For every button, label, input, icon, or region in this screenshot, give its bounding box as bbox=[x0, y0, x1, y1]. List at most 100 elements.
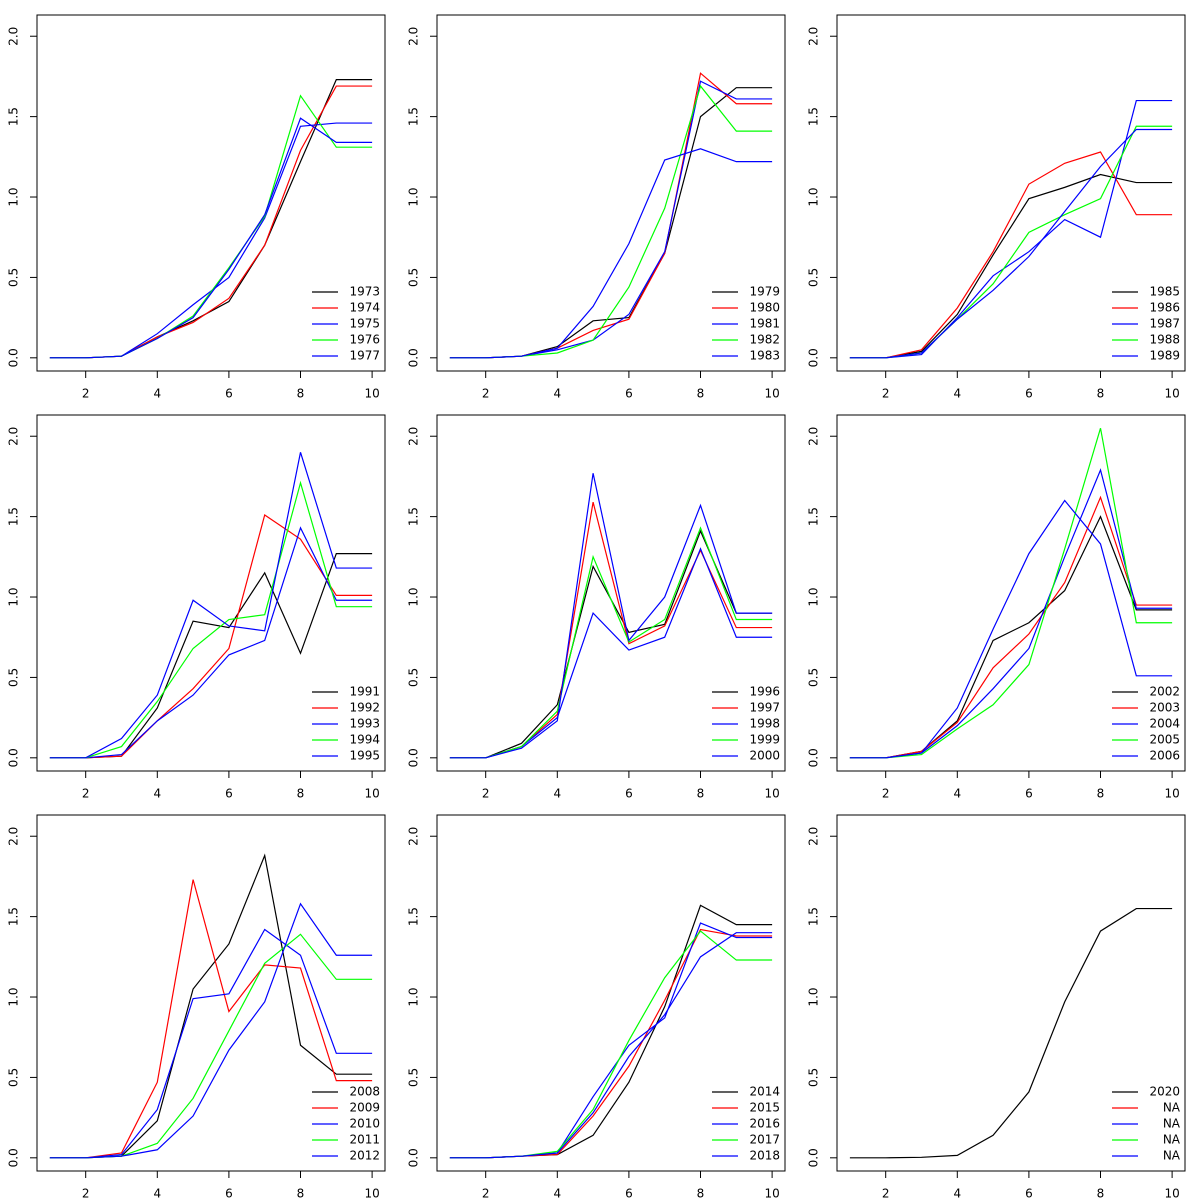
y-tick-label: 0.0 bbox=[407, 1148, 421, 1167]
legend-label: 1980 bbox=[749, 301, 780, 315]
series-line bbox=[849, 99, 1173, 359]
x-tick-label: 2 bbox=[482, 787, 490, 801]
y-tick-label: 1.0 bbox=[7, 987, 21, 1006]
x-tick-label: 4 bbox=[153, 787, 161, 801]
legend-label: 2016 bbox=[749, 1117, 780, 1131]
y-tick-label: 0.0 bbox=[807, 748, 821, 767]
x-tick-label: 2 bbox=[482, 1187, 490, 1200]
x-tick-label: 10 bbox=[764, 387, 779, 401]
y-tick-label: 1.0 bbox=[407, 587, 421, 606]
plot-frame bbox=[836, 814, 1186, 1172]
y-tick-label: 2.0 bbox=[7, 427, 21, 446]
series-line bbox=[49, 514, 373, 759]
y-tick-label: 1.0 bbox=[807, 187, 821, 206]
series-line bbox=[49, 879, 373, 1159]
legend-label: 2012 bbox=[349, 1149, 380, 1163]
legend-label: NA bbox=[1163, 1133, 1181, 1147]
x-tick-label: 10 bbox=[1164, 387, 1179, 401]
plot-frame bbox=[836, 14, 1186, 372]
legend-label: 2006 bbox=[1149, 749, 1180, 763]
series-line bbox=[49, 85, 373, 359]
series-line bbox=[449, 922, 773, 1159]
y-tick-label: 0.0 bbox=[807, 348, 821, 367]
legend-label: 2015 bbox=[749, 1101, 780, 1115]
y-tick-label: 2.0 bbox=[407, 827, 421, 846]
plot-frame bbox=[36, 14, 386, 372]
x-tick-label: 6 bbox=[625, 1187, 633, 1200]
legend-label: 2008 bbox=[349, 1085, 380, 1099]
y-tick-label: 1.5 bbox=[807, 507, 821, 526]
series-line bbox=[49, 902, 373, 1159]
y-tick-label: 1.5 bbox=[7, 107, 21, 126]
y-tick-label: 1.0 bbox=[807, 587, 821, 606]
legend-label: 1991 bbox=[349, 685, 380, 699]
y-tick-label: 0.5 bbox=[807, 268, 821, 287]
y-tick-label: 0.5 bbox=[7, 668, 21, 687]
series-line bbox=[849, 907, 1173, 1159]
legend-label: 2010 bbox=[349, 1117, 380, 1131]
x-tick-label: 8 bbox=[297, 1187, 305, 1200]
legend-label: 1977 bbox=[349, 349, 380, 363]
legend-label: 2009 bbox=[349, 1101, 380, 1115]
series-line bbox=[849, 468, 1173, 759]
x-tick-label: 10 bbox=[1164, 787, 1179, 801]
x-tick-label: 8 bbox=[297, 387, 305, 401]
legend-label: 1998 bbox=[749, 717, 780, 731]
y-tick-label: 1.5 bbox=[807, 107, 821, 126]
y-tick-label: 2.0 bbox=[407, 27, 421, 46]
y-tick-label: 2.0 bbox=[807, 427, 821, 446]
series-line bbox=[49, 452, 373, 759]
y-tick-label: 2.0 bbox=[807, 27, 821, 46]
x-tick-label: 6 bbox=[1025, 787, 1033, 801]
x-tick-label: 10 bbox=[1164, 1187, 1179, 1200]
x-tick-label: 8 bbox=[297, 787, 305, 801]
legend-label: 1974 bbox=[349, 301, 380, 315]
series-line bbox=[449, 904, 773, 1159]
y-tick-label: 0.0 bbox=[7, 748, 21, 767]
legend-label: 1995 bbox=[349, 749, 380, 763]
y-tick-label: 0.0 bbox=[7, 1148, 21, 1167]
series-line bbox=[49, 928, 373, 1159]
y-tick-label: 1.0 bbox=[7, 187, 21, 206]
x-tick-label: 4 bbox=[553, 387, 561, 401]
legend-label: 1976 bbox=[349, 333, 380, 347]
x-tick-label: 2 bbox=[82, 387, 90, 401]
x-tick-label: 8 bbox=[697, 1187, 705, 1200]
series-line bbox=[49, 526, 373, 759]
legend-label: 1982 bbox=[749, 333, 780, 347]
y-tick-label: 0.5 bbox=[407, 668, 421, 687]
y-tick-label: 1.5 bbox=[407, 507, 421, 526]
y-tick-label: 1.5 bbox=[7, 507, 21, 526]
y-tick-label: 1.0 bbox=[407, 187, 421, 206]
legend-label: 1975 bbox=[349, 317, 380, 331]
x-tick-label: 6 bbox=[625, 787, 633, 801]
legend-label: 1994 bbox=[349, 733, 380, 747]
series-line bbox=[449, 526, 773, 759]
series-line bbox=[449, 547, 773, 759]
y-tick-label: 0.0 bbox=[407, 748, 421, 767]
legend-label: 1985 bbox=[1149, 285, 1180, 299]
legend-label: NA bbox=[1163, 1117, 1181, 1131]
x-tick-label: 4 bbox=[953, 787, 961, 801]
legend-label: 1989 bbox=[1149, 349, 1180, 363]
legend-label: 2020 bbox=[1149, 1085, 1180, 1099]
series-line bbox=[849, 173, 1173, 359]
plot-frame bbox=[36, 414, 386, 772]
y-tick-label: 0.5 bbox=[807, 668, 821, 687]
y-tick-label: 1.0 bbox=[807, 987, 821, 1006]
series-line bbox=[449, 148, 773, 359]
x-tick-label: 6 bbox=[225, 787, 233, 801]
legend-label: 1981 bbox=[749, 317, 780, 331]
legend-label: 2003 bbox=[1149, 701, 1180, 715]
x-tick-label: 2 bbox=[882, 1187, 890, 1200]
legend-label: 2002 bbox=[1149, 685, 1180, 699]
series-line bbox=[849, 125, 1173, 359]
legend-label: 2000 bbox=[749, 749, 780, 763]
x-tick-label: 10 bbox=[364, 1187, 379, 1200]
y-tick-label: 1.5 bbox=[407, 907, 421, 926]
y-tick-label: 2.0 bbox=[7, 827, 21, 846]
x-tick-label: 4 bbox=[153, 1187, 161, 1200]
x-tick-label: 10 bbox=[364, 787, 379, 801]
y-tick-label: 0.0 bbox=[807, 1148, 821, 1167]
legend-label: 1997 bbox=[749, 701, 780, 715]
